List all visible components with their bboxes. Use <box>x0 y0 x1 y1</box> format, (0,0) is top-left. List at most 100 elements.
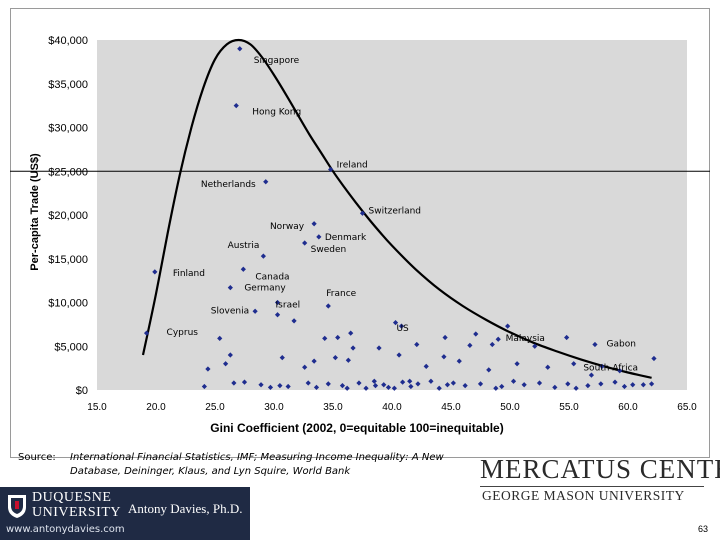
y-tick-label: $25,000 <box>48 166 88 178</box>
data-point <box>223 361 229 367</box>
data-point <box>428 378 434 384</box>
x-tick-label: 50.0 <box>500 402 520 413</box>
data-point <box>592 341 598 348</box>
data-point-slovenia <box>252 308 258 314</box>
x-tick-label: 40.0 <box>382 402 402 413</box>
chart-frame <box>10 8 710 458</box>
data-point <box>552 384 558 390</box>
data-point <box>617 368 623 374</box>
data-point <box>456 358 462 364</box>
data-point <box>489 341 495 348</box>
plot-area <box>97 40 687 390</box>
website-link[interactable]: www.antonydavies.com <box>6 524 125 535</box>
data-point <box>332 355 338 361</box>
data-point <box>415 381 421 387</box>
data-point <box>510 378 517 384</box>
data-point <box>467 342 473 348</box>
x-tick-label: 25.0 <box>205 402 225 413</box>
data-point-sweden <box>302 240 308 246</box>
data-point <box>371 378 377 384</box>
data-point <box>442 334 448 341</box>
x-tick-label: 20.0 <box>146 402 166 413</box>
point-label: US <box>396 324 409 334</box>
university-line-1: DUQUESNE <box>32 490 112 505</box>
data-point-malaysia <box>505 323 511 329</box>
data-point-norway <box>311 221 317 227</box>
data-point <box>356 380 362 386</box>
data-point <box>612 379 618 385</box>
data-point <box>514 361 520 367</box>
data-point <box>400 379 406 385</box>
university-crest-icon <box>8 495 26 518</box>
data-point <box>339 383 346 389</box>
data-point-switzerland <box>359 210 366 216</box>
data-point-france <box>325 303 331 309</box>
data-point <box>414 341 420 348</box>
data-point <box>396 352 402 358</box>
data-point <box>231 380 237 386</box>
data-point <box>477 381 484 387</box>
point-label: Canada <box>255 272 289 282</box>
data-point-ireland <box>328 166 334 173</box>
x-tick-label: 15.0 <box>87 402 107 413</box>
y-tick-label: $15,000 <box>48 254 88 266</box>
data-point-austria <box>260 253 266 259</box>
y-tick-label: $10,000 <box>48 298 88 310</box>
data-point <box>201 383 207 390</box>
data-point <box>291 318 297 324</box>
data-point <box>444 382 451 388</box>
point-label: Austria <box>228 241 260 251</box>
data-point <box>462 383 468 389</box>
footer-bar: DUQUESNE UNIVERSITY Antony Davies, Ph.D.… <box>0 487 250 540</box>
point-label: South Africa <box>583 363 638 373</box>
x-tick-label: 35.0 <box>323 402 343 413</box>
point-label: Hong Kong <box>252 108 301 118</box>
point-labels: Singapore Hong Kong Ireland Netherlands Swit… <box>167 56 638 374</box>
data-point <box>322 335 328 341</box>
data-points <box>143 46 657 391</box>
data-point <box>372 383 379 389</box>
data-point <box>532 343 538 349</box>
university-name: DUQUESNE UNIVERSITY <box>32 490 121 520</box>
point-label: Slovenia <box>211 306 249 316</box>
data-point <box>450 380 456 386</box>
data-point <box>350 345 356 351</box>
data-point <box>335 334 341 341</box>
data-point <box>573 385 579 391</box>
data-point <box>313 384 320 390</box>
data-point <box>311 358 317 364</box>
data-point-hong-kong <box>233 103 239 109</box>
mercatus-center-logo: MERCATUS CENTER GEORGE MASON UNIVERSITY <box>476 452 720 503</box>
data-point <box>305 380 311 386</box>
data-point <box>499 383 505 390</box>
data-point <box>277 383 283 389</box>
y-axis-ticks: $0 $5,000 $10,000 $15,000 $20,000 $25,000 $30,… <box>48 35 88 397</box>
data-point <box>521 382 527 388</box>
data-point <box>267 384 274 390</box>
data-point <box>392 320 399 326</box>
data-point-denmark <box>316 234 322 240</box>
y-tick-label: $20,000 <box>48 210 88 222</box>
data-point <box>205 366 211 372</box>
data-point <box>588 372 595 378</box>
y-tick-label: $0 <box>76 385 88 397</box>
data-point <box>493 385 499 391</box>
data-point <box>408 383 414 390</box>
y-tick-label: $40,000 <box>48 35 88 47</box>
point-label: Cyprus <box>167 328 199 338</box>
point-label: Gabon <box>607 340 636 350</box>
data-point <box>258 382 264 388</box>
data-point <box>344 385 350 391</box>
data-point <box>640 382 646 388</box>
data-point <box>348 330 354 336</box>
data-point <box>536 380 543 386</box>
data-point <box>363 385 369 391</box>
data-point <box>302 364 308 370</box>
data-point-cyprus <box>143 330 150 336</box>
x-tick-label: 55.0 <box>559 402 579 413</box>
x-tick-label: 60.0 <box>618 402 638 413</box>
data-point <box>217 335 223 341</box>
point-label: Switzerland <box>369 206 422 216</box>
point-label: Malaysia <box>506 334 545 344</box>
